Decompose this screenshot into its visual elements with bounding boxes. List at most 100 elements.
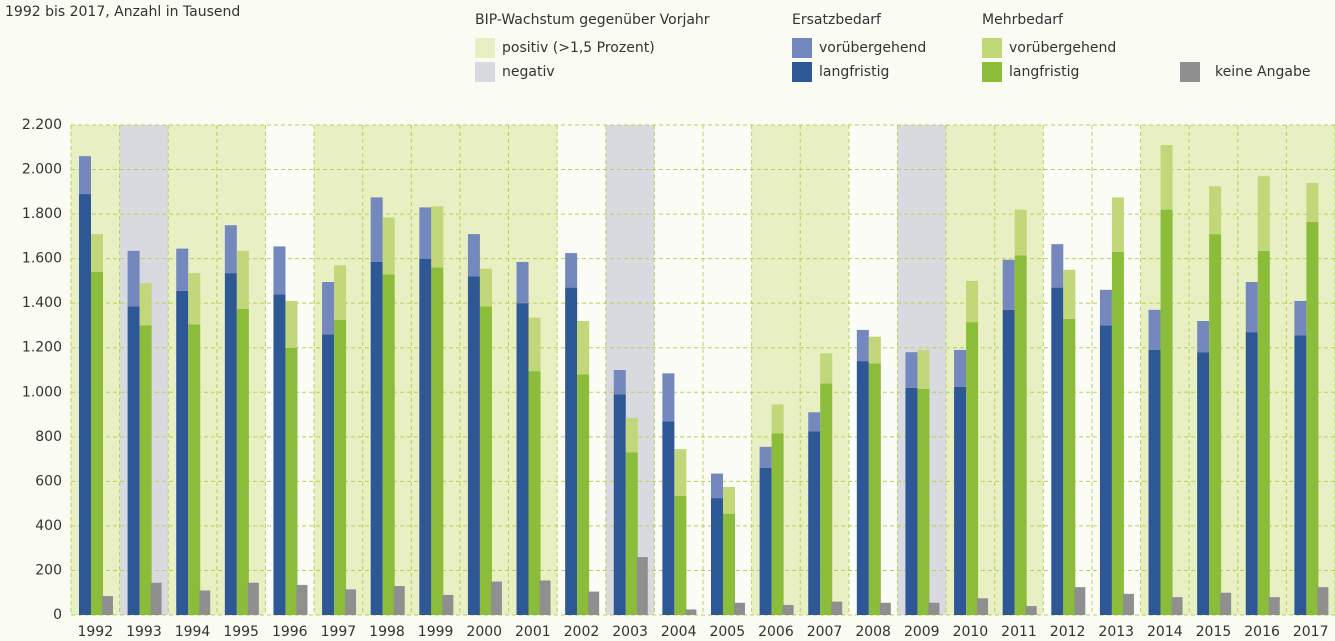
bar-segment bbox=[1197, 321, 1210, 353]
x-tick-label: 2006 bbox=[758, 624, 794, 640]
bar-segment bbox=[431, 206, 444, 268]
bar-segment bbox=[1160, 145, 1173, 210]
bar-segment bbox=[613, 370, 626, 395]
bar-segment bbox=[102, 596, 113, 615]
bar-segment bbox=[79, 156, 91, 195]
bar-segment bbox=[247, 582, 259, 615]
x-tick-label: 1997 bbox=[321, 624, 357, 640]
bar-segment bbox=[674, 449, 687, 496]
bar-segment bbox=[370, 197, 383, 262]
bar-segment bbox=[831, 601, 843, 615]
legend-title: Ersatzbedarf bbox=[792, 12, 882, 28]
bar-segment bbox=[759, 446, 772, 468]
bar-segment bbox=[285, 347, 298, 615]
bar-segment bbox=[868, 336, 881, 364]
bar-segment bbox=[588, 591, 600, 615]
bar-segment bbox=[199, 590, 211, 615]
bar-segment bbox=[91, 234, 103, 272]
bar-segment bbox=[966, 322, 979, 615]
bar-segment bbox=[431, 267, 444, 615]
bar-segment bbox=[662, 421, 675, 615]
bar-segment bbox=[685, 609, 697, 615]
bar-segment bbox=[711, 473, 723, 499]
bar-segment bbox=[820, 353, 833, 384]
legend-label: vorübergehend bbox=[819, 40, 926, 56]
bar-segment bbox=[1294, 335, 1307, 615]
bar-segment bbox=[1014, 255, 1027, 615]
bar-segment bbox=[516, 303, 529, 615]
bar-segment bbox=[285, 300, 298, 348]
x-tick-label: 2003 bbox=[612, 624, 648, 640]
bar-segment bbox=[334, 265, 347, 320]
legend-swatch bbox=[792, 38, 812, 58]
bar-segment bbox=[139, 283, 152, 326]
bar-segment bbox=[977, 598, 989, 615]
bar-segment bbox=[322, 282, 335, 335]
bar-segment bbox=[577, 321, 590, 375]
bar-segment bbox=[419, 207, 432, 259]
bar-segment bbox=[1051, 287, 1064, 615]
bar-segment bbox=[1306, 182, 1319, 222]
bar-segment bbox=[91, 272, 103, 615]
bar-segment bbox=[1160, 209, 1173, 616]
x-tick-label: 1998 bbox=[369, 624, 405, 640]
bar-segment bbox=[1171, 597, 1183, 615]
y-tick-label: 1.600 bbox=[22, 251, 62, 267]
bar-segment bbox=[625, 417, 638, 453]
subtitle: 1992 bis 2017, Anzahl in Tausend bbox=[5, 4, 240, 20]
legend-label: vorübergehend bbox=[1009, 40, 1116, 56]
bar-segment bbox=[808, 412, 821, 432]
bar-segment bbox=[528, 371, 541, 615]
bar-segment bbox=[565, 253, 578, 288]
x-tick-label: 2008 bbox=[855, 624, 891, 640]
bar-segment bbox=[1148, 309, 1161, 350]
bar-segment bbox=[539, 580, 551, 615]
bar-segment bbox=[139, 325, 152, 615]
y-tick-label: 0 bbox=[53, 607, 62, 623]
bar-segment bbox=[917, 388, 930, 615]
bar-segment bbox=[662, 373, 675, 422]
x-tick-label: 2010 bbox=[953, 624, 989, 640]
x-tick-label: 1999 bbox=[418, 624, 454, 640]
bar-segment bbox=[127, 250, 140, 307]
legend-swatch bbox=[475, 62, 495, 82]
y-tick-label: 1.200 bbox=[22, 340, 62, 356]
x-tick-label: 2005 bbox=[709, 624, 745, 640]
bar-segment bbox=[479, 306, 492, 615]
bar-segment bbox=[224, 225, 237, 274]
legend-title: BIP-Wachstum gegenüber Vorjahr bbox=[475, 12, 710, 28]
bar-segment bbox=[382, 274, 395, 615]
legend-label: positiv (>1,5 Prozent) bbox=[502, 40, 655, 56]
x-tick-label: 2014 bbox=[1147, 624, 1183, 640]
y-tick-label: 1.400 bbox=[22, 295, 62, 311]
bar-segment bbox=[723, 486, 735, 514]
bar-segment bbox=[516, 261, 529, 304]
bar-segment bbox=[296, 584, 308, 615]
x-tick-label: 2015 bbox=[1196, 624, 1232, 640]
y-tick-label: 400 bbox=[35, 518, 62, 534]
bar-segment bbox=[467, 234, 480, 277]
bar-segment bbox=[1317, 587, 1329, 615]
bar-segment bbox=[723, 513, 735, 615]
bar-segment bbox=[868, 363, 881, 615]
bar-segment bbox=[856, 329, 869, 362]
bar-segment bbox=[820, 383, 833, 615]
legend-swatch bbox=[475, 38, 495, 58]
bar-segment bbox=[490, 581, 502, 615]
bar-segment bbox=[711, 498, 723, 615]
bar-segment bbox=[176, 248, 189, 291]
bar-segment bbox=[1306, 221, 1319, 616]
bar-segment bbox=[636, 557, 648, 615]
x-tick-label: 2009 bbox=[904, 624, 940, 640]
bar-segment bbox=[528, 317, 541, 372]
x-tick-label: 1994 bbox=[175, 624, 211, 640]
bar-segment bbox=[625, 452, 638, 615]
x-tick-label: 1993 bbox=[126, 624, 162, 640]
y-tick-label: 200 bbox=[35, 562, 62, 578]
bar-segment bbox=[236, 250, 249, 309]
bar-segment bbox=[127, 306, 140, 615]
bar-segment bbox=[1111, 197, 1124, 252]
legend-label: langfristig bbox=[1009, 64, 1079, 80]
bar-segment bbox=[905, 387, 918, 615]
legend-swatch bbox=[982, 62, 1002, 82]
